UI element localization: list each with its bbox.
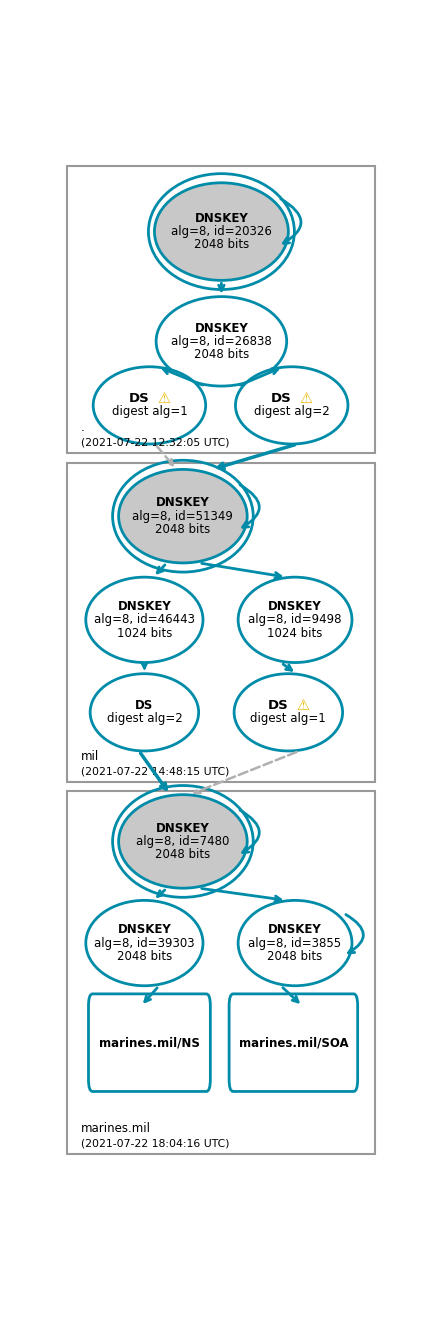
Ellipse shape bbox=[86, 577, 203, 663]
FancyBboxPatch shape bbox=[229, 994, 358, 1092]
Ellipse shape bbox=[235, 367, 348, 444]
Text: 1024 bits: 1024 bits bbox=[267, 627, 323, 640]
Text: (2021-07-22 12:32:05 UTC): (2021-07-22 12:32:05 UTC) bbox=[81, 437, 229, 447]
Text: ⚠: ⚠ bbox=[157, 391, 170, 407]
Text: digest alg=2: digest alg=2 bbox=[254, 405, 330, 418]
Text: digest alg=1: digest alg=1 bbox=[111, 405, 187, 418]
Text: .: . bbox=[81, 421, 85, 434]
Text: digest alg=1: digest alg=1 bbox=[251, 713, 326, 726]
Ellipse shape bbox=[90, 673, 199, 751]
Text: 2048 bits: 2048 bits bbox=[117, 950, 172, 962]
Bar bbox=[67, 463, 375, 783]
Text: DNSKEY: DNSKEY bbox=[268, 601, 322, 612]
Text: DNSKEY: DNSKEY bbox=[156, 496, 210, 510]
Text: marines.mil/SOA: marines.mil/SOA bbox=[238, 1036, 348, 1049]
Text: ⚠: ⚠ bbox=[299, 391, 312, 407]
Text: digest alg=2: digest alg=2 bbox=[107, 713, 182, 726]
Ellipse shape bbox=[156, 297, 287, 385]
Text: alg=8, id=20326: alg=8, id=20326 bbox=[171, 226, 272, 238]
Text: alg=8, id=9498: alg=8, id=9498 bbox=[248, 614, 342, 627]
Text: DNSKEY: DNSKEY bbox=[118, 601, 171, 612]
Ellipse shape bbox=[86, 900, 203, 986]
Text: DNSKEY: DNSKEY bbox=[118, 924, 171, 936]
Text: DNSKEY: DNSKEY bbox=[194, 213, 248, 224]
Ellipse shape bbox=[119, 795, 247, 888]
Text: alg=8, id=51349: alg=8, id=51349 bbox=[133, 510, 233, 523]
Text: DS: DS bbox=[135, 700, 153, 713]
Ellipse shape bbox=[238, 577, 352, 663]
Text: alg=8, id=7480: alg=8, id=7480 bbox=[136, 836, 229, 847]
Text: 2048 bits: 2048 bits bbox=[267, 950, 323, 962]
Text: 1024 bits: 1024 bits bbox=[117, 627, 172, 640]
Text: alg=8, id=46443: alg=8, id=46443 bbox=[94, 614, 195, 627]
Text: 2048 bits: 2048 bits bbox=[194, 239, 249, 251]
Text: alg=8, id=3855: alg=8, id=3855 bbox=[248, 937, 342, 949]
Text: 2048 bits: 2048 bits bbox=[155, 849, 210, 861]
Text: DS: DS bbox=[267, 700, 288, 713]
Text: alg=8, id=26838: alg=8, id=26838 bbox=[171, 335, 272, 348]
Text: DNSKEY: DNSKEY bbox=[194, 322, 248, 335]
Text: DS: DS bbox=[270, 392, 291, 405]
Text: DS: DS bbox=[128, 392, 149, 405]
Text: (2021-07-22 14:48:15 UTC): (2021-07-22 14:48:15 UTC) bbox=[81, 767, 229, 776]
Text: DNSKEY: DNSKEY bbox=[156, 822, 210, 834]
Text: 2048 bits: 2048 bits bbox=[155, 523, 210, 536]
Text: DNSKEY: DNSKEY bbox=[268, 924, 322, 936]
Text: ⚠: ⚠ bbox=[296, 698, 309, 713]
Text: marines.mil: marines.mil bbox=[81, 1122, 151, 1135]
Text: mil: mil bbox=[81, 750, 99, 763]
Ellipse shape bbox=[238, 900, 352, 986]
Bar bbox=[67, 791, 375, 1155]
Bar bbox=[67, 165, 375, 453]
Text: marines.mil/NS: marines.mil/NS bbox=[99, 1036, 200, 1049]
Ellipse shape bbox=[155, 182, 289, 280]
Ellipse shape bbox=[93, 367, 206, 444]
FancyBboxPatch shape bbox=[89, 994, 210, 1092]
Text: alg=8, id=39303: alg=8, id=39303 bbox=[94, 937, 195, 949]
Ellipse shape bbox=[234, 673, 343, 751]
Ellipse shape bbox=[119, 470, 247, 562]
Text: (2021-07-22 18:04:16 UTC): (2021-07-22 18:04:16 UTC) bbox=[81, 1138, 229, 1148]
Text: 2048 bits: 2048 bits bbox=[194, 348, 249, 362]
